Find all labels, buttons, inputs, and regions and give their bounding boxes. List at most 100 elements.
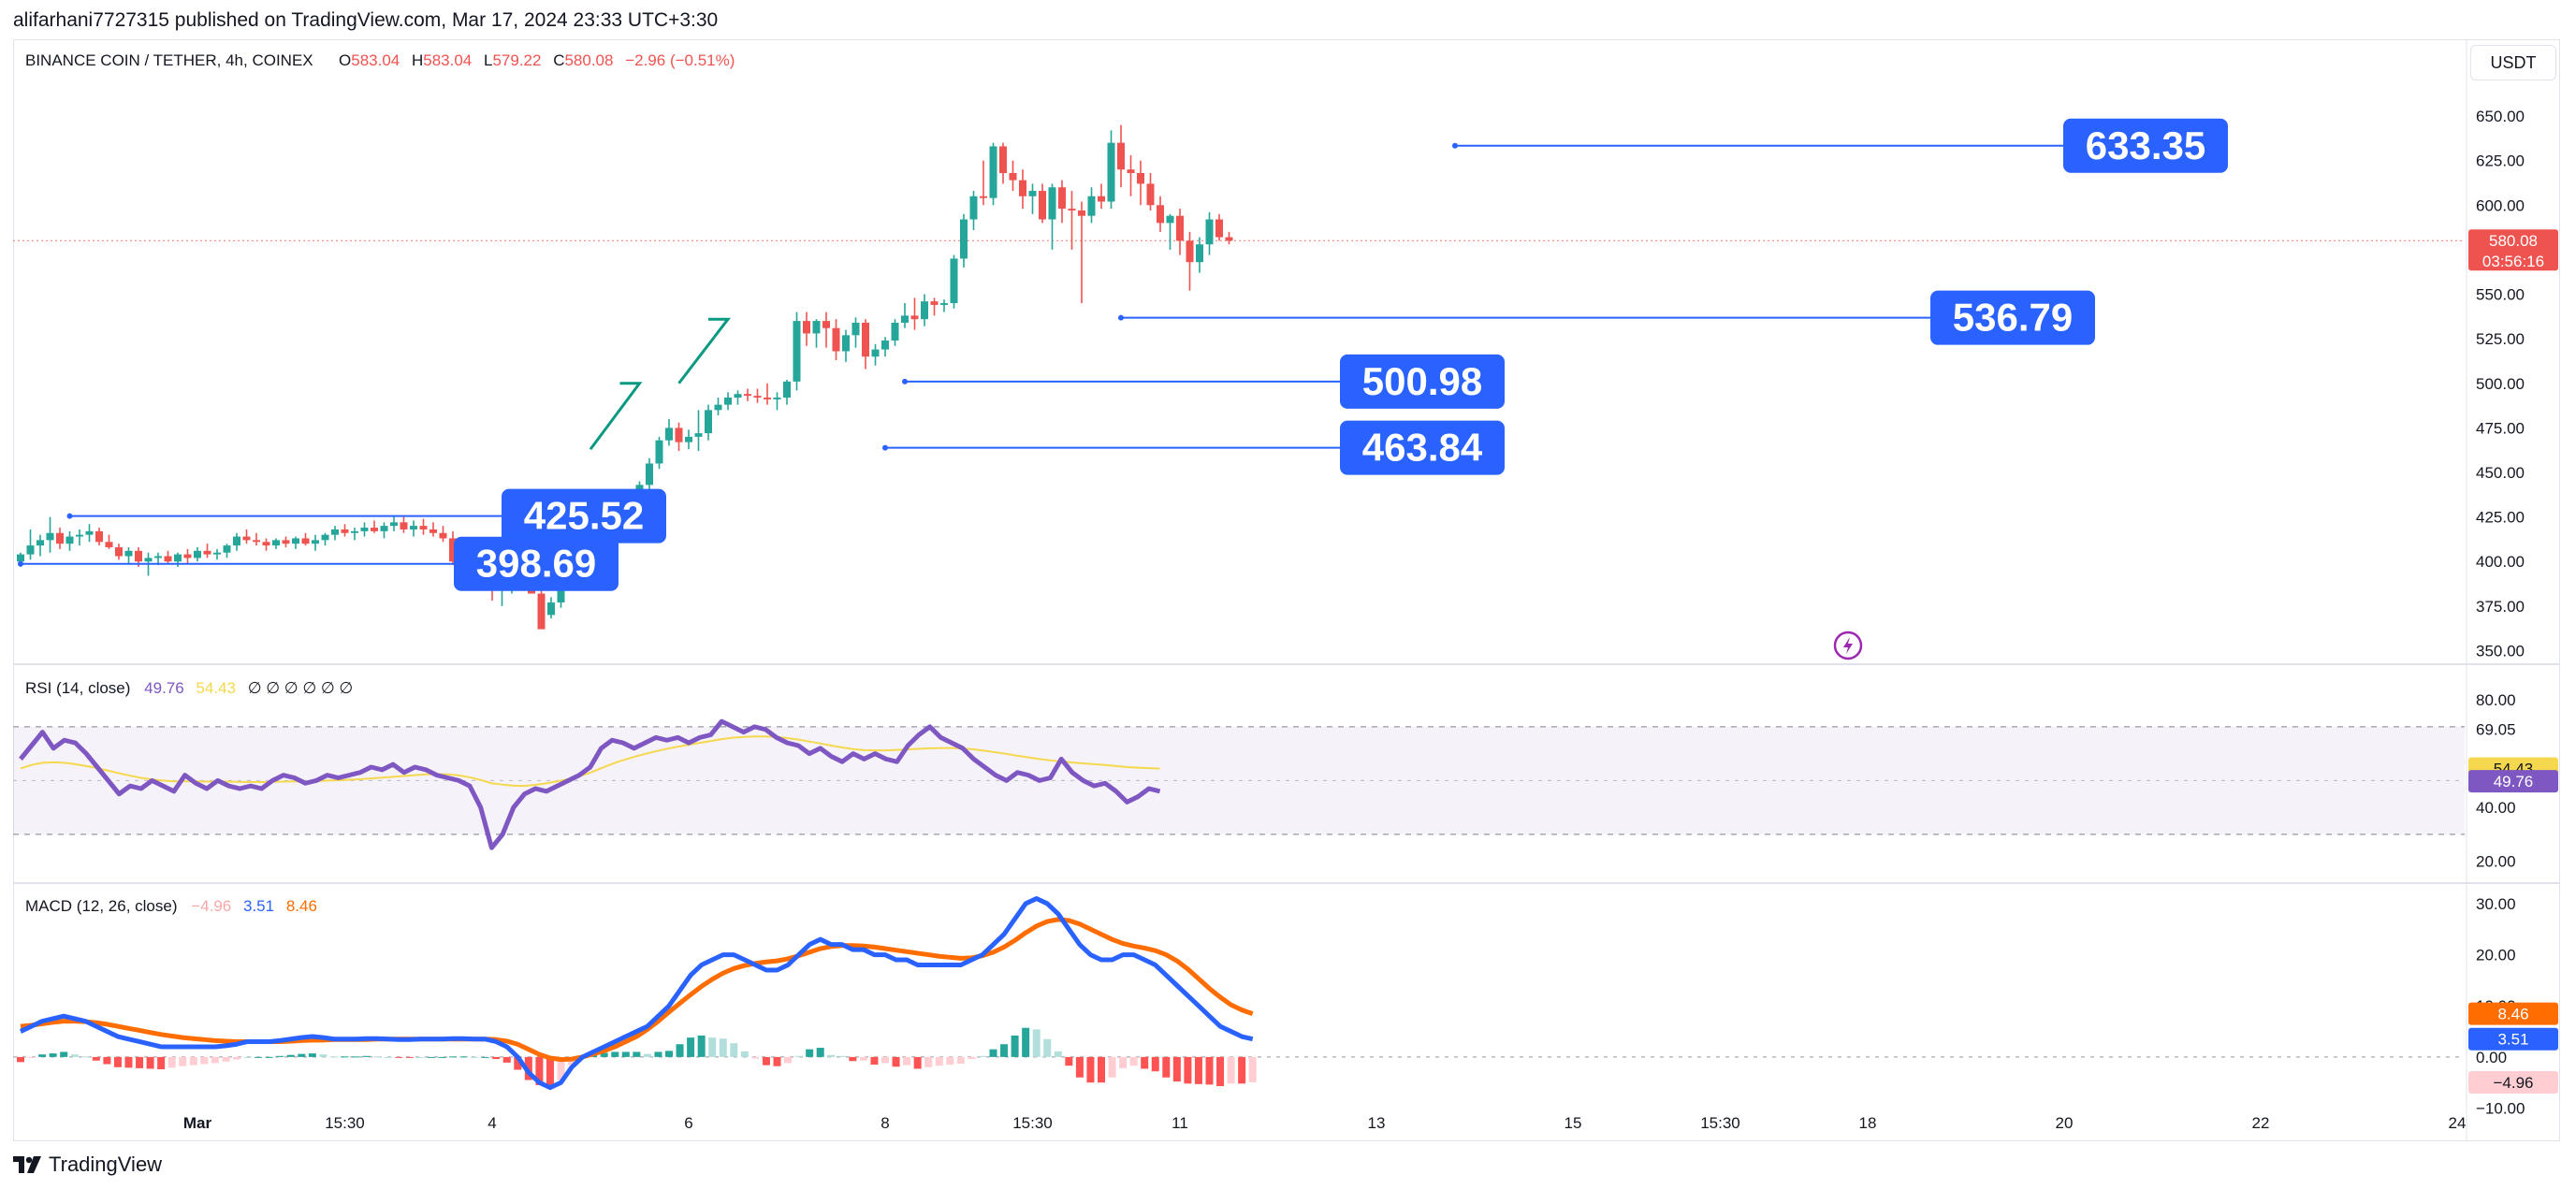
candle-body[interactable] — [400, 522, 408, 529]
candle-body[interactable] — [921, 301, 928, 320]
candle-body[interactable] — [1176, 215, 1184, 241]
candle-body[interactable] — [1215, 219, 1223, 238]
candle-body[interactable] — [360, 528, 369, 531]
candle-body[interactable] — [194, 550, 201, 558]
candle-body[interactable] — [773, 398, 781, 399]
candle-body[interactable] — [547, 602, 555, 616]
candle-body[interactable] — [685, 436, 692, 442]
hline-anchor[interactable] — [18, 560, 23, 567]
candle-body[interactable] — [1087, 196, 1096, 216]
candle-body[interactable] — [753, 396, 762, 398]
candles-group[interactable] — [17, 124, 1233, 630]
candle-body[interactable] — [312, 540, 319, 544]
candle-body[interactable] — [822, 321, 830, 328]
candle-body[interactable] — [17, 554, 24, 562]
candle-body[interactable] — [1157, 205, 1164, 224]
candle-body[interactable] — [331, 529, 339, 535]
candle-body[interactable] — [174, 554, 182, 562]
candle-body[interactable] — [871, 349, 880, 357]
candle-body[interactable] — [1107, 142, 1115, 202]
candle-body[interactable] — [1068, 209, 1076, 210]
candle-body[interactable] — [969, 196, 978, 220]
candle-body[interactable] — [999, 146, 1007, 173]
candle-body[interactable] — [390, 522, 398, 527]
candle-body[interactable] — [783, 381, 791, 398]
currency-button[interactable]: USDT — [2470, 45, 2556, 80]
candle-body[interactable] — [1058, 187, 1066, 210]
candle-body[interactable] — [646, 463, 653, 486]
candle-body[interactable] — [115, 547, 123, 557]
candle-body[interactable] — [1166, 215, 1174, 224]
candle-body[interactable] — [1009, 173, 1017, 181]
price-label-box[interactable] — [2063, 118, 2228, 173]
candle-body[interactable] — [537, 593, 546, 630]
candle-body[interactable] — [1225, 237, 1233, 241]
hline-anchor[interactable] — [902, 378, 908, 384]
candle-body[interactable] — [764, 398, 771, 399]
candle-body[interactable] — [1117, 142, 1125, 170]
candle-body[interactable] — [65, 536, 74, 544]
trend-line-1[interactable] — [589, 382, 643, 451]
candle-body[interactable] — [183, 554, 192, 558]
candle-body[interactable] — [1146, 183, 1155, 206]
candle-body[interactable] — [1019, 180, 1026, 196]
candle-body[interactable] — [1196, 244, 1203, 263]
candle-body[interactable] — [891, 323, 899, 341]
candle-body[interactable] — [1078, 210, 1085, 216]
candle-body[interactable] — [910, 315, 919, 320]
candle-body[interactable] — [1186, 240, 1194, 263]
candle-body[interactable] — [419, 526, 428, 529]
hline-anchor[interactable] — [66, 513, 73, 519]
candle-body[interactable] — [301, 538, 310, 544]
candle-body[interactable] — [793, 321, 801, 382]
candle-body[interactable] — [253, 540, 260, 543]
hline-anchor[interactable] — [882, 444, 888, 451]
candle-body[interactable] — [95, 530, 103, 543]
candle-body[interactable] — [901, 315, 909, 323]
candle-body[interactable] — [960, 219, 968, 259]
candle-body[interactable] — [26, 545, 35, 555]
candle-body[interactable] — [321, 534, 329, 541]
candle-body[interactable] — [124, 550, 133, 557]
price-label-box[interactable] — [1930, 290, 2095, 345]
candle-body[interactable] — [85, 530, 94, 535]
candle-body[interactable] — [272, 540, 280, 546]
candle-body[interactable] — [1048, 187, 1056, 220]
candle-body[interactable] — [744, 394, 751, 397]
candle-body[interactable] — [1127, 169, 1135, 173]
candle-body[interactable] — [1098, 196, 1105, 202]
candle-body[interactable] — [803, 321, 810, 334]
candle-body[interactable] — [164, 556, 172, 562]
price-label-box[interactable] — [1340, 420, 1505, 475]
candle-body[interactable] — [734, 394, 742, 398]
candle-body[interactable] — [36, 540, 44, 546]
time-axis[interactable]: Mar 15:30 4 6 8 15:30 11 13 15 15:30 18 20 22 24 — [183, 1114, 2467, 1132]
candle-body[interactable] — [812, 321, 821, 334]
candle-body[interactable] — [203, 550, 211, 555]
candle-body[interactable] — [292, 538, 299, 544]
candle-body[interactable] — [724, 398, 732, 405]
candle-body[interactable] — [282, 540, 290, 544]
candle-body[interactable] — [980, 196, 987, 198]
candle-body[interactable] — [1205, 219, 1214, 245]
candle-body[interactable] — [341, 529, 349, 533]
candle-body[interactable] — [705, 410, 712, 434]
candle-body[interactable] — [135, 550, 142, 562]
candle-body[interactable] — [1028, 191, 1037, 196]
candle-body[interactable] — [930, 301, 939, 305]
candle-body[interactable] — [233, 536, 240, 546]
candle-body[interactable] — [881, 341, 889, 350]
tradingview-footer[interactable]: TradingView — [13, 1153, 162, 1177]
candle-body[interactable] — [665, 428, 673, 441]
candle-body[interactable] — [851, 323, 860, 336]
trend-line-2[interactable] — [677, 317, 732, 384]
candle-body[interactable] — [439, 532, 447, 539]
candle-body[interactable] — [832, 327, 840, 352]
candle-body[interactable] — [675, 428, 683, 442]
trend-lines[interactable] — [589, 317, 732, 451]
lightning-icon[interactable] — [1833, 631, 1863, 660]
price-label-box[interactable] — [502, 488, 666, 544]
